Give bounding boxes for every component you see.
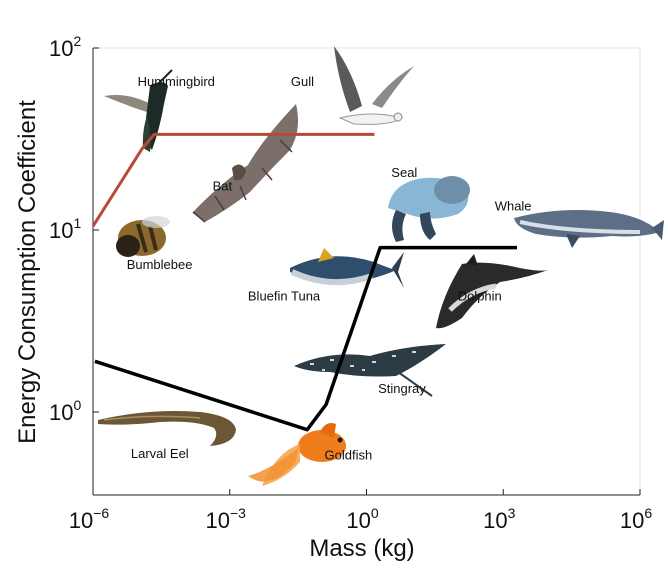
x-tick-base: 10: [69, 508, 93, 533]
x-tick-label: 10−6: [69, 505, 110, 533]
y-tick-base: 10: [49, 36, 73, 61]
label-seal: Seal: [391, 165, 417, 180]
x-tick-base: 10: [620, 508, 644, 533]
goldfish-picture: [248, 423, 346, 486]
animal-illustrations: [98, 46, 664, 486]
x-tick-exponent: −6: [93, 505, 109, 521]
y-tick-base: 10: [49, 218, 73, 243]
larval-eel-picture: [98, 411, 236, 446]
gull-picture: [334, 46, 414, 125]
x-tick-base: 10: [206, 508, 230, 533]
x-tick-exponent: −3: [230, 505, 246, 521]
label-hummingbird: Hummingbird: [138, 74, 215, 89]
x-tick-exponent: 0: [371, 505, 379, 521]
x-tick-label: 10−3: [206, 505, 247, 533]
label-gull: Gull: [291, 74, 314, 89]
label-larval-eel: Larval Eel: [131, 446, 189, 461]
series-line-1: [94, 245, 517, 432]
y-tick-base: 10: [49, 400, 73, 425]
y-tick-exponent: 2: [73, 33, 81, 49]
y-tick-exponent: 1: [73, 215, 81, 231]
label-goldfish: Goldfish: [325, 447, 373, 462]
x-tick-label: 103: [483, 505, 515, 533]
y-tick-exponent: 0: [73, 397, 81, 413]
dolphin-picture: [436, 254, 548, 329]
x-tick-base: 10: [346, 508, 370, 533]
x-tick-exponent: 3: [508, 505, 516, 521]
label-whale: Whale: [495, 199, 532, 214]
series-layer: [91, 132, 517, 432]
label-stingray: Stingray: [378, 381, 426, 396]
stingray-picture: [294, 344, 446, 397]
label-bluefin-tuna: Bluefin Tuna: [248, 289, 321, 304]
y-tick-label: 101: [49, 215, 81, 243]
series-line-0: [91, 132, 375, 228]
whale-picture: [514, 210, 664, 248]
label-dolphin: Dolphin: [458, 289, 502, 304]
x-tick-label: 106: [620, 505, 652, 533]
seal-picture: [388, 176, 470, 242]
label-bat: Bat: [213, 178, 233, 193]
annotation-layer: Hummingbird Gull Bat Seal Whale Bumblebee Blue…: [127, 74, 532, 462]
x-tick-label: 100: [346, 505, 378, 533]
x-tick-base: 10: [483, 508, 507, 533]
y-tick-label: 100: [49, 397, 81, 425]
x-axis-label: Mass (kg): [309, 535, 414, 562]
bumblebee-picture: [116, 216, 170, 257]
x-tick-exponent: 6: [644, 505, 652, 521]
label-bumblebee: Bumblebee: [127, 257, 193, 272]
y-axis-label: Energy Consumption Coefficient: [14, 100, 41, 444]
y-tick-label: 102: [49, 33, 81, 61]
